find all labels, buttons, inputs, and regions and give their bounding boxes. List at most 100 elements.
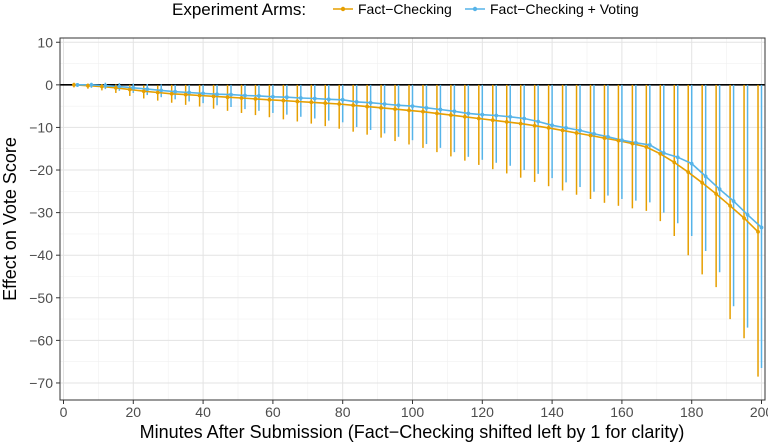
data-point-series-1 [75, 82, 80, 87]
data-point-series-0 [183, 92, 188, 97]
y-axis-title: Effect on Vote Score [0, 137, 20, 301]
data-point-series-1 [620, 138, 624, 143]
y-tick-label: −30 [29, 205, 53, 221]
data-point-series-0 [644, 145, 649, 149]
data-point-series-0 [672, 160, 677, 165]
data-point-series-1 [550, 123, 555, 128]
data-point-series-0 [518, 121, 523, 126]
data-point-series-0 [588, 133, 593, 138]
y-tick-label: −40 [29, 247, 53, 263]
x-tick-label: 180 [680, 404, 704, 420]
x-tick-label: 200 [750, 404, 768, 420]
data-point-series-0 [560, 128, 565, 133]
data-point-series-1 [215, 92, 219, 97]
data-point-series-1 [494, 113, 499, 118]
data-point-series-1 [438, 107, 443, 112]
data-point-series-1 [312, 96, 317, 101]
legend-entry-fact-checking: Fact−Checking [358, 1, 452, 17]
data-point-series-1 [340, 97, 345, 102]
data-point-series-0 [532, 123, 537, 128]
data-point-series-1 [284, 95, 289, 100]
data-point-series-1 [396, 103, 401, 108]
data-point-series-1 [661, 151, 666, 155]
data-point-series-0 [72, 82, 76, 87]
data-point-series-1 [159, 88, 164, 93]
data-point-series-1 [257, 94, 261, 98]
data-point-series-0 [155, 90, 160, 95]
x-tick-label: 80 [335, 404, 351, 420]
data-point-series-0 [323, 101, 328, 106]
data-point-series-0 [99, 84, 104, 89]
data-point-series-1 [759, 225, 764, 230]
series-line-0 [73, 84, 759, 233]
x-tick-label: 0 [60, 404, 68, 420]
data-point-series-1 [229, 92, 233, 97]
data-point-series-1 [243, 93, 247, 98]
data-point-series-1 [675, 155, 680, 160]
data-point-series-0 [86, 83, 90, 88]
series-lines [73, 84, 763, 233]
data-point-series-0 [169, 91, 174, 96]
data-point-series-0 [379, 105, 383, 110]
data-point-series-1 [466, 111, 471, 116]
data-point-series-1 [717, 187, 722, 192]
data-point-series-0 [309, 100, 314, 105]
data-point-series-1 [410, 104, 415, 109]
data-point-series-1 [201, 91, 205, 96]
data-point-series-0 [742, 216, 746, 221]
y-tick-label: 10 [37, 34, 53, 50]
data-point-series-0 [658, 151, 663, 156]
x-tick-label: 60 [265, 404, 281, 420]
data-point-series-0 [448, 113, 453, 117]
data-point-series-0 [127, 87, 132, 92]
data-point-series-1 [606, 134, 610, 139]
data-point-series-0 [462, 114, 467, 119]
x-axis-title: Minutes After Submission (Fact−Checking … [140, 422, 685, 442]
data-point-series-1 [89, 82, 94, 87]
y-tick-label: −50 [29, 290, 53, 306]
data-point-series-1 [633, 140, 638, 145]
y-axis-ticks: 10 0 −10 −20 −30 −40 −50 −60 −70 [29, 34, 60, 391]
data-point-series-1 [173, 89, 178, 94]
y-tick-label: −70 [29, 375, 53, 391]
data-point-series-0 [267, 97, 272, 102]
data-point-series-0 [574, 131, 579, 135]
data-point-series-0 [602, 136, 607, 140]
data-point-series-1 [368, 100, 373, 105]
x-tick-label: 140 [540, 404, 564, 420]
data-point-series-1 [564, 125, 568, 130]
data-point-series-0 [546, 125, 551, 130]
data-point-series-1 [480, 112, 485, 117]
data-point-series-1 [452, 109, 457, 114]
data-point-series-0 [239, 96, 244, 100]
data-point-series-0 [393, 107, 397, 112]
data-point-series-1 [592, 131, 596, 136]
data-point-series-0 [407, 108, 411, 113]
data-point-series-0 [490, 118, 495, 123]
data-point-series-0 [504, 119, 509, 124]
y-tick-label: 0 [45, 77, 53, 93]
x-tick-label: 160 [610, 404, 634, 420]
data-point-series-1 [298, 96, 303, 100]
data-point-series-1 [424, 105, 429, 110]
data-point-series-0 [700, 180, 705, 185]
data-point-series-1 [536, 119, 541, 124]
data-point-series-1 [187, 90, 192, 95]
x-tick-label: 120 [471, 404, 495, 420]
data-point-series-0 [756, 229, 760, 234]
data-point-series-1 [145, 87, 150, 92]
data-point-series-1 [131, 85, 136, 90]
data-point-series-0 [365, 104, 370, 109]
data-point-series-0 [197, 93, 202, 98]
series-line-1 [77, 84, 763, 229]
data-point-series-0 [113, 85, 118, 90]
data-point-series-0 [421, 109, 425, 114]
data-point-series-0 [141, 89, 146, 94]
data-point-series-0 [351, 103, 356, 108]
data-point-series-1 [326, 97, 331, 102]
y-tick-label: −10 [29, 119, 53, 135]
y-tick-label: −20 [29, 162, 53, 178]
data-point-series-0 [630, 141, 635, 146]
data-point-series-0 [337, 102, 342, 106]
